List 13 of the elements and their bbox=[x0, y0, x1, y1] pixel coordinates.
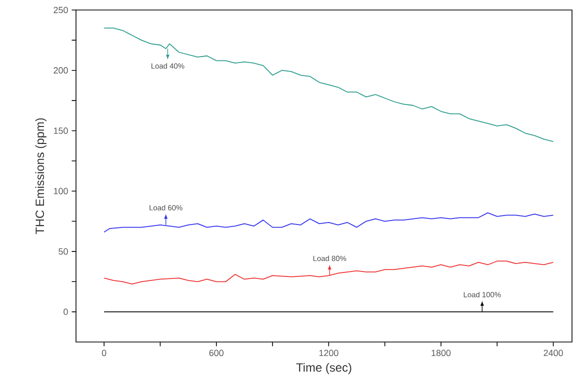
y-tick-label: 0 bbox=[64, 308, 68, 315]
x-tick-label: 600 bbox=[209, 350, 224, 356]
y-tick-label: 50 bbox=[58, 248, 68, 255]
x-axis-title: Time (sec) bbox=[296, 362, 352, 374]
x-tick-label: 0 bbox=[102, 350, 106, 356]
y-tick-label: 200 bbox=[54, 67, 68, 74]
x-tick-label: 2400 bbox=[544, 350, 563, 356]
y-tick-label: 100 bbox=[54, 188, 68, 194]
y-axis-title: THC Emissions (ppm) bbox=[35, 118, 46, 234]
y-tick-label: 250 bbox=[54, 6, 68, 14]
x-tick-label: 1800 bbox=[432, 350, 451, 356]
y-tick-label: 150 bbox=[54, 128, 68, 134]
x-tick-label: 1200 bbox=[319, 350, 338, 356]
